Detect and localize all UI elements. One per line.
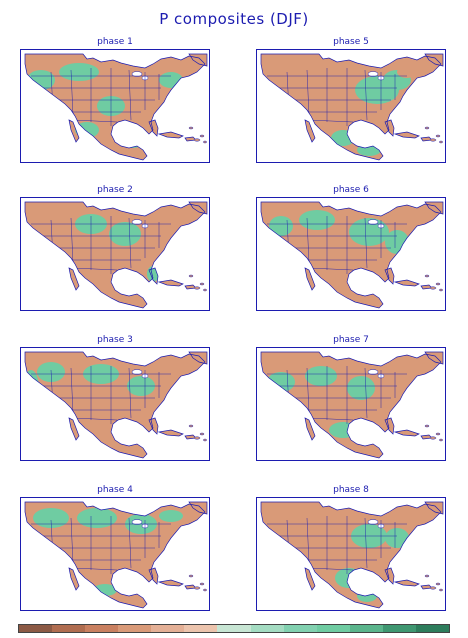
north-america-map [260,501,444,609]
precipitation-map [20,49,210,163]
panel-title: phase 1 [97,37,133,47]
colorbar-swatch [151,625,185,632]
precipitation-map [256,497,446,611]
north-america-map [24,201,208,309]
panel-title: phase 8 [333,485,369,495]
map-panel-phase-7: phase 7 [256,334,446,484]
colorbar-swatch [250,625,284,632]
precipitation-map [256,49,446,163]
precipitation-map [256,347,446,461]
colorbar-swatch [52,625,86,632]
panel-title: phase 4 [97,485,133,495]
north-america-map [260,351,444,459]
precipitation-map [20,497,210,611]
colorbar-swatch [415,625,450,632]
map-panel-phase-4: phase 4 [20,484,210,634]
map-panel-phase-5: phase 5 [256,36,446,186]
map-panel-phase-2: phase 2 [20,184,210,334]
map-panel-phase-1: phase 1 [20,36,210,186]
north-america-map [24,53,208,161]
colorbar-swatch [217,625,251,632]
figure-title: P composites (DJF) [159,10,309,28]
colorbar-swatch [85,625,119,632]
colorbar-swatch [118,625,152,632]
precipitation-map [20,197,210,311]
north-america-map [24,501,208,609]
colorbar-swatch [316,625,350,632]
north-america-map [24,351,208,459]
map-panel-phase-6: phase 6 [256,184,446,334]
precipitation-map [20,347,210,461]
colorbar-swatch [349,625,383,632]
panel-title: phase 6 [333,185,369,195]
map-panel-phase-3: phase 3 [20,334,210,484]
panel-title: phase 7 [333,335,369,345]
map-panel-phase-8: phase 8 [256,484,446,634]
panel-title: phase 3 [97,335,133,345]
panel-title: phase 2 [97,185,133,195]
north-america-map [260,201,444,309]
colorbar-swatch [382,625,416,632]
colorbar-swatch [283,625,317,632]
panel-title: phase 5 [333,37,369,47]
colorbar-swatch [19,625,53,632]
precipitation-map [256,197,446,311]
north-america-map [260,53,444,161]
color-scale-bar [18,624,450,633]
colorbar-swatch [184,625,218,632]
